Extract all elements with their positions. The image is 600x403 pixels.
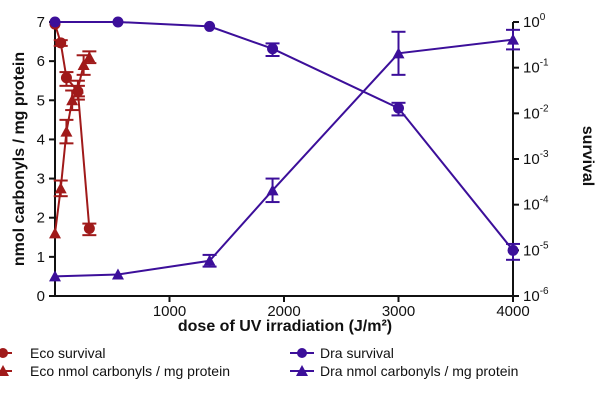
x-tick-label: 2000	[267, 303, 300, 320]
data-point	[60, 72, 72, 84]
data-point	[60, 125, 73, 137]
legend-circle-marker	[297, 348, 307, 358]
y-right-tick-label: 10-5	[523, 240, 549, 259]
y-right-tick-label: 10-6	[523, 286, 549, 305]
series-dra-nmol-carbonyls-mg-protein	[49, 28, 520, 282]
data-point	[111, 268, 124, 280]
x-tick-label: 3000	[382, 303, 415, 320]
data-point	[392, 47, 405, 59]
plot-area	[54, 22, 514, 297]
y-right-tick-label: 10-2	[523, 103, 549, 122]
y-left-tick-label: 4	[37, 131, 45, 148]
data-point	[507, 244, 519, 256]
y-right-axis-title: survival	[579, 126, 596, 186]
y-left-tick-label: 6	[37, 53, 45, 70]
data-point	[49, 16, 61, 28]
y-right-tick-label: 10-3	[523, 149, 549, 168]
y-left-tick-label: 7	[37, 14, 45, 31]
legend-triangle-marker	[296, 365, 308, 376]
y-right-tick-label: 10-1	[523, 58, 549, 77]
data-point	[71, 82, 84, 94]
axis-ticks: 1000 2000 3000 4000 0 1 2 3 4 5 6 7 10-6 10-5 10-4 10-3…	[37, 12, 549, 320]
legend-triangle-marker	[0, 365, 9, 376]
legend-item-dra-survival: Dra survival	[290, 345, 394, 361]
data-point	[507, 33, 519, 45]
y-left-axis-title: nmol carbonyls / mg protein	[11, 52, 28, 266]
data-point	[112, 16, 124, 28]
x-tick-label: 1000	[153, 303, 186, 320]
y-left-tick-label: 3	[37, 171, 45, 188]
series-dra-survival	[49, 16, 520, 261]
y-left-tick-label: 1	[37, 249, 45, 266]
legend-item-dra-carbonyls: Dra nmol carbonyls / mg protein	[290, 363, 518, 379]
data-point	[49, 227, 61, 239]
y-left-tick-label: 2	[37, 210, 45, 227]
legend-label-dra-survival: Dra survival	[320, 345, 394, 361]
x-tick-label: 4000	[496, 303, 529, 320]
legend-label-eco-carbonyls: Eco nmol carbonyls / mg protein	[30, 363, 230, 379]
legend-label-dra-carbonyls: Dra nmol carbonyls / mg protein	[320, 363, 518, 379]
y-right-tick-label: 10-4	[523, 195, 549, 214]
x-axis-title: dose of UV irradiation (J/m²)	[178, 318, 392, 335]
legend-label-eco-survival: Eco survival	[30, 345, 105, 361]
series-layer	[49, 16, 520, 282]
data-point	[77, 59, 90, 71]
series-eco-nmol-carbonyls-mg-protein	[49, 50, 97, 239]
data-point	[266, 184, 279, 196]
series-line	[55, 21, 514, 251]
data-point	[393, 102, 404, 114]
data-point	[83, 51, 96, 63]
data-point	[203, 254, 216, 266]
data-point	[54, 182, 67, 194]
y-left-tick-label: 0	[37, 288, 45, 305]
series-line	[54, 38, 514, 278]
data-point	[55, 37, 67, 49]
data-point	[267, 43, 279, 55]
y-left-tick-label: 5	[37, 92, 45, 109]
data-point	[83, 223, 95, 235]
data-point	[49, 270, 61, 282]
legend: Eco survival Eco nmol carbonyls / mg pro…	[0, 345, 518, 379]
data-point	[66, 94, 79, 106]
y-right-tick-label: 100	[523, 12, 546, 31]
legend-item-eco-survival: Eco survival	[0, 345, 105, 361]
legend-item-eco-carbonyls: Eco nmol carbonyls / mg protein	[0, 363, 230, 379]
data-point	[204, 20, 216, 32]
legend-circle-marker	[0, 348, 8, 358]
